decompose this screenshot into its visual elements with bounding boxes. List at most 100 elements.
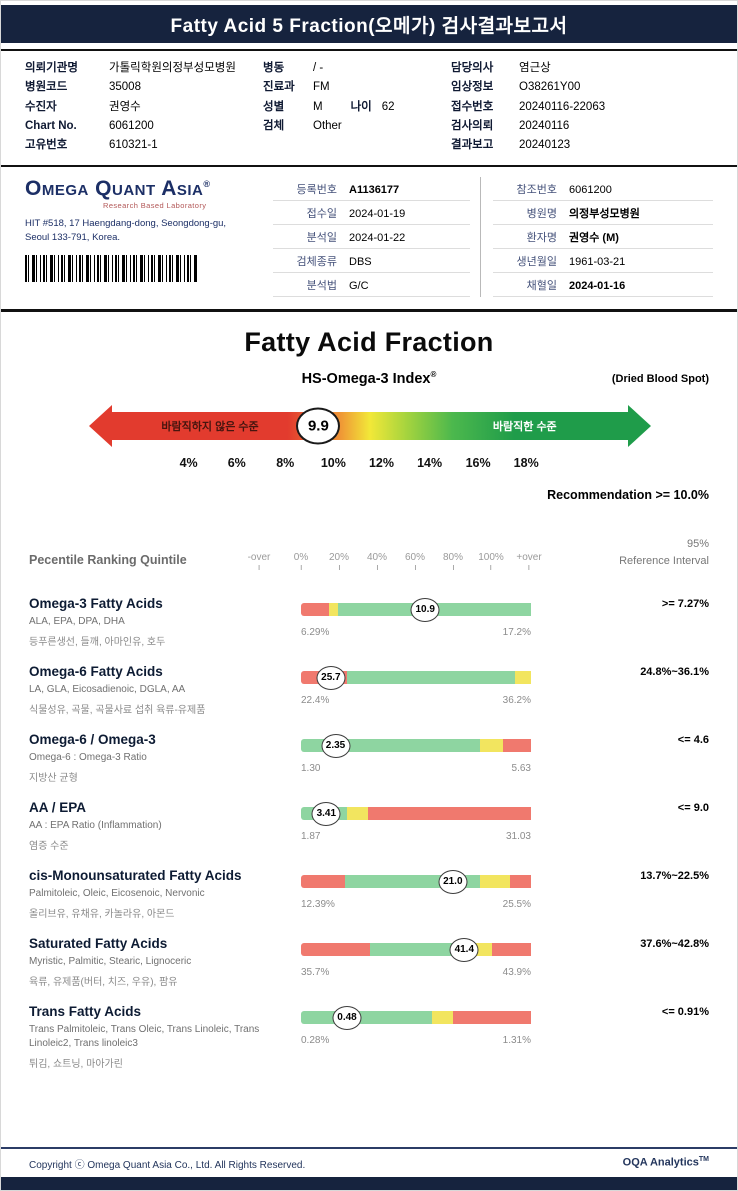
fatty-acid-components: Omega-6 : Omega-3 Ratio <box>29 752 147 764</box>
gauge-label-desirable: 바람직한 수준 <box>492 421 557 434</box>
row-quintile-chart: 0.48 0.28% 1.31% <box>301 1005 531 1047</box>
lab-value: 2024-01-16 <box>569 280 626 293</box>
gauge-arrow: 바람직하지 않은 수준 바람직한 수준 9.9 <box>89 405 651 448</box>
range-low: 1.87 <box>301 831 321 843</box>
bar-segment-red <box>452 1011 531 1025</box>
row-labels: Trans Fatty Acids Trans Palmitoleic, Tran… <box>29 1004 301 1070</box>
quintile-bar: 3.41 <box>301 801 531 826</box>
lab-tagline: Research Based Laboratory <box>103 201 207 211</box>
lab-label: 등록번호 <box>296 184 337 197</box>
lab-label: 분석법 <box>306 280 337 293</box>
percentile-range: 22.4% 36.2% <box>301 695 531 706</box>
row-labels: Omega-3 Fatty Acids ALA, EPA, DPA, DHA 등푸른… <box>29 596 301 648</box>
fatty-acid-food-sources: 육류, 유제품(버터, 치즈, 우유), 팜유 <box>29 977 178 989</box>
bar-segment-yellow <box>328 603 338 617</box>
row-labels: Omega-6 / Omega-3 Omega-6 : Omega-3 Ratio… <box>29 732 301 784</box>
subtitle-row: HS-Omega-3 Index® (Dried Blood Spot) <box>1 370 737 388</box>
info-row: 검사의뢰 20240116 <box>451 118 713 135</box>
gauge-tick-label: 6% <box>227 456 246 471</box>
info-label: 담당의사 <box>451 62 494 74</box>
info-value: 20240116 <box>519 119 570 132</box>
range-high: 17.2% <box>502 627 531 639</box>
quintile-scale-label: 40% <box>367 552 387 571</box>
info-row: 진료과 FM <box>263 79 451 96</box>
info-row: 병원코드 35008 <box>25 79 263 96</box>
result-value-marker: 2.35 <box>321 733 350 758</box>
info-row: 병동 / - <box>263 60 451 77</box>
percentile-range: 1.87 31.03 <box>301 831 531 842</box>
gauge-arrowhead-left-icon <box>89 405 112 448</box>
lab-address-line1: HIT #518, 17 Haengdang-dong, Seongdong-g… <box>25 218 227 230</box>
row-labels: Saturated Fatty Acids Myristic, Palmitic,… <box>29 936 301 988</box>
tick-mark-icon <box>376 565 378 571</box>
lab-label: 접수일 <box>306 208 337 221</box>
recommendation-text: Recommendation >= 10.0% <box>547 488 709 503</box>
range-high: 5.63 <box>511 763 531 775</box>
fatty-acid-food-sources: 지방산 균형 <box>29 773 78 785</box>
tick-mark-icon <box>490 565 492 571</box>
fatty-acid-row: Trans Fatty Acids Trans Palmitoleic, Tran… <box>1 1004 737 1070</box>
lab-label: 생년월일 <box>516 256 557 269</box>
range-high: 1.31% <box>502 1035 531 1047</box>
info-row: Chart No. 6061200 <box>25 118 263 135</box>
lab-specimen-info: 등록번호 A1136177 접수일 2024-01-19 분석일 2024-01-22 검체… <box>273 177 481 298</box>
lab-row: 채혈일 2024-01-16 <box>493 273 713 298</box>
lab-value: DBS <box>349 256 372 269</box>
range-low: 12.39% <box>301 899 335 911</box>
bar-segment-red <box>510 875 531 889</box>
range-low: 1.30 <box>301 763 321 775</box>
info-value: 610321-1 <box>109 139 158 151</box>
result-value-marker: 41.4 <box>449 937 479 962</box>
reference-interval-value: <= 0.91% <box>661 1006 709 1019</box>
lab-row: 병원명 의정부성모병원 <box>493 201 713 226</box>
range-high: 25.5% <box>502 899 531 911</box>
info-label: 결과보고 <box>451 139 494 151</box>
info-row: 의뢰기관명 가톨릭학원의정부성모병원 <box>25 60 263 77</box>
lab-value: G/C <box>349 280 369 293</box>
quintile-scale-label: 0% <box>294 552 308 571</box>
range-high: 43.9% <box>502 967 531 979</box>
info-value: 20240123 <box>519 139 571 151</box>
gauge-tick-label: 18% <box>513 456 539 471</box>
fatty-acid-components: Myristic, Palmitic, Stearic, Lignoceric <box>29 956 192 968</box>
lab-row: 생년월일 1961-03-21 <box>493 249 713 274</box>
quintile-scale-label: -over <box>248 552 270 571</box>
quintile-scale-label: 100% <box>478 552 504 571</box>
gauge-arrowhead-right-icon <box>628 405 651 448</box>
lab-value: 2024-01-22 <box>349 232 406 245</box>
fatty-acid-food-sources: 등푸른생선, 들깨, 아마인유, 호두 <box>29 637 166 649</box>
lab-label: 참조번호 <box>516 184 557 197</box>
info-label: 수진자 <box>25 100 57 113</box>
footer: Copyright ⓒ Omega Quant Asia Co., Ltd. A… <box>1 1147 737 1177</box>
info-row: 성별 M 나이 62 <box>263 99 451 116</box>
fatty-acid-row: Omega-6 Fatty Acids LA, GLA, Eicosadienoi… <box>1 664 737 716</box>
reference-interval-value: 37.6%~42.8% <box>640 938 709 951</box>
fatty-acid-components: Trans Palmitoleic, Trans Oleic, Trans Li… <box>29 1024 260 1050</box>
info-row: 접수번호 20240116-22063 <box>451 99 713 116</box>
lab-row: 접수일 2024-01-19 <box>273 201 470 226</box>
lab-value: A1136177 <box>349 184 400 197</box>
fatty-acid-row: Omega-6 / Omega-3 Omega-6 : Omega-3 Ratio… <box>1 732 737 784</box>
info-label: 임상정보 <box>451 81 494 94</box>
specimen-note: (Dried Blood Spot) <box>611 373 709 386</box>
gauge-tick-label: 8% <box>276 456 295 471</box>
reference-interval-value: <= 4.6 <box>677 734 709 747</box>
fatty-acid-name: cis-Monounsaturated Fatty Acids <box>29 868 242 884</box>
lab-value: 2024-01-19 <box>349 208 406 221</box>
lab-value: 1961-03-21 <box>569 256 626 269</box>
row-quintile-chart: 21.0 12.39% 25.5% <box>301 869 531 911</box>
info-value: 권영수 <box>109 100 141 113</box>
tick-mark-icon <box>258 565 260 571</box>
info-row: 담당의사 염근상 <box>451 60 713 77</box>
bar-segment-green <box>370 943 456 957</box>
info-value: 가톨릭학원의정부성모병원 <box>109 62 236 74</box>
quintile-bar: 25.7 <box>301 665 531 690</box>
lab-name: Omega Quant Asia <box>25 177 204 201</box>
row-quintile-chart: 3.41 1.87 31.03 <box>301 801 531 842</box>
range-low: 22.4% <box>301 695 330 707</box>
bar-segment-yellow <box>347 807 368 821</box>
bar-segment-red <box>301 943 370 957</box>
bar-segment-green <box>347 671 515 685</box>
lab-row: 환자명 권영수 (M) <box>493 225 713 250</box>
